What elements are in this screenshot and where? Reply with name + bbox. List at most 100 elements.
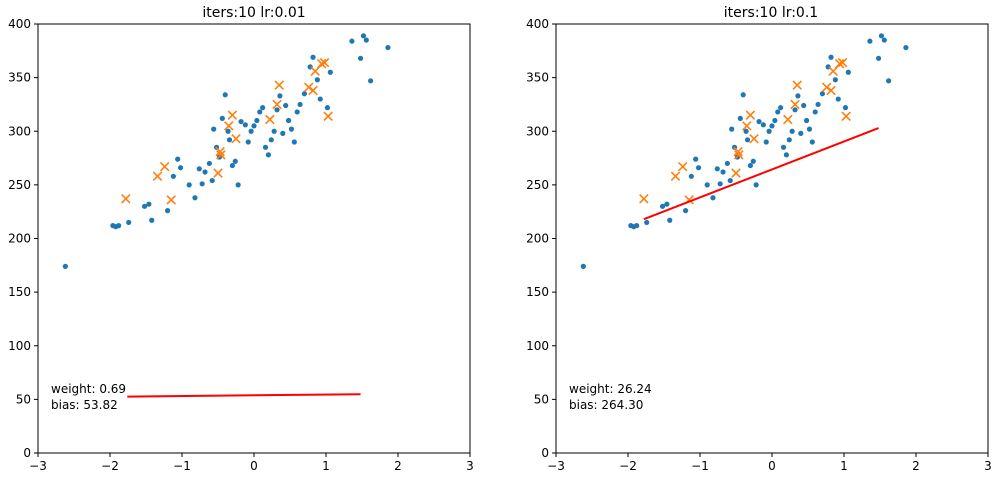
- train-point: [798, 130, 804, 136]
- test-point-stroke: [216, 150, 226, 160]
- train-point: [815, 101, 821, 108]
- x-tick-label: 0: [250, 459, 258, 473]
- train-point: [756, 118, 762, 125]
- train-point: [116, 223, 122, 229]
- train-point: [146, 201, 152, 207]
- test-point-stroke: [121, 194, 131, 204]
- x-tick-label: 2: [394, 459, 402, 473]
- train-point: [881, 37, 887, 43]
- train-point: [363, 37, 369, 43]
- axes: −3 −2 −1 0 1 2 3 0 50 100 150 200 250 300 350 400: [8, 17, 474, 473]
- test-point: [734, 150, 744, 160]
- train-point: [268, 137, 274, 143]
- train-point: [206, 160, 212, 167]
- test-point: [213, 168, 223, 178]
- train-point: [199, 181, 205, 187]
- test-point-stroke: [826, 85, 836, 96]
- train-point: [260, 105, 266, 111]
- train-point: [288, 126, 295, 132]
- x-tick-label: −3: [29, 459, 47, 473]
- test-point-stroke: [227, 110, 238, 120]
- y-tick-label: 0: [541, 446, 549, 460]
- test-point: [274, 80, 284, 90]
- train-point: [740, 92, 746, 98]
- train-point: [704, 182, 710, 188]
- train-point: [283, 102, 289, 109]
- train-point: [245, 139, 251, 145]
- train-point: [232, 158, 238, 164]
- train-point: [219, 115, 225, 121]
- train-point: [806, 126, 813, 132]
- test-point: [308, 85, 318, 96]
- test-point-stroke: [265, 114, 275, 125]
- test-point: [224, 121, 234, 131]
- train-point: [211, 126, 217, 132]
- train-point: [580, 263, 586, 269]
- x-tick-label: 3: [984, 459, 992, 473]
- train-point: [753, 182, 759, 188]
- test-point-stroke: [733, 146, 743, 157]
- test-point-stroke: [742, 121, 752, 131]
- train-point: [149, 217, 155, 223]
- train-point: [783, 152, 790, 158]
- train-point: [695, 165, 702, 171]
- train-point: [324, 105, 331, 111]
- train-point: [301, 91, 307, 97]
- y-tick-label: 300: [526, 124, 549, 138]
- train-point: [634, 223, 640, 229]
- test-point: [731, 168, 741, 178]
- train-point: [177, 165, 184, 171]
- train-point: [801, 102, 807, 109]
- test-point: [319, 57, 330, 68]
- test-point: [670, 171, 681, 182]
- test-point: [121, 194, 131, 204]
- x-tick-label: −2: [619, 459, 637, 473]
- fit-line: [643, 127, 879, 221]
- train-point: [248, 128, 254, 134]
- test-point-stroke: [670, 171, 681, 182]
- train-point: [196, 166, 202, 172]
- test-point: [215, 146, 225, 157]
- train-point: [710, 195, 716, 201]
- x-tick-label: 0: [768, 459, 776, 473]
- fit-line: [127, 393, 361, 398]
- test-point-stroke: [159, 161, 170, 172]
- train-point: [766, 128, 772, 134]
- train-point: [772, 117, 778, 124]
- test-point: [826, 85, 836, 96]
- test-point-stroke: [319, 57, 330, 68]
- subplot-title: iters:10 lr:0.01: [202, 5, 305, 21]
- train-point: [659, 203, 666, 209]
- train-point: [280, 130, 286, 136]
- test-point-stroke: [166, 195, 176, 205]
- train-point: [664, 201, 670, 207]
- train-point: [875, 55, 882, 61]
- x-tick-label: −3: [547, 459, 565, 473]
- train-point: [809, 139, 815, 145]
- train-point: [760, 122, 766, 128]
- train-point: [683, 208, 689, 214]
- train-point: [251, 123, 257, 129]
- train-point: [717, 181, 723, 187]
- train-point: [729, 126, 735, 132]
- test-point: [834, 58, 845, 69]
- train-point: [235, 182, 241, 188]
- train-point: [297, 101, 303, 108]
- subplot-title: iters:10 lr:0.1: [724, 5, 818, 21]
- test-point: [749, 133, 759, 144]
- test-point: [265, 114, 275, 125]
- train-point: [294, 109, 300, 115]
- x-tick-label: 3: [466, 459, 474, 473]
- train-point: [165, 208, 171, 214]
- train-point: [832, 77, 838, 83]
- train-point: [724, 160, 730, 167]
- test-point-stroke: [274, 80, 284, 90]
- test-point-stroke: [837, 57, 848, 68]
- y-tick-label: 250: [526, 178, 549, 192]
- y-tick-label: 150: [526, 285, 549, 299]
- train-point: [186, 182, 192, 188]
- train-point: [271, 128, 277, 134]
- test-point-stroke: [215, 146, 225, 157]
- train-point: [769, 123, 775, 129]
- plot-marks: [62, 33, 391, 398]
